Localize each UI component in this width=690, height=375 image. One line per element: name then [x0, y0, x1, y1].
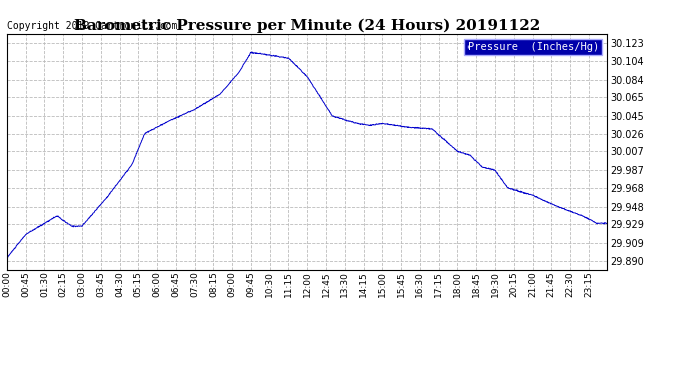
Title: Barometric Pressure per Minute (24 Hours) 20191122: Barometric Pressure per Minute (24 Hours… [74, 18, 540, 33]
Text: Copyright 2019 Cartronics.com: Copyright 2019 Cartronics.com [7, 21, 177, 32]
Legend: Pressure  (Inches/Hg): Pressure (Inches/Hg) [464, 39, 602, 55]
